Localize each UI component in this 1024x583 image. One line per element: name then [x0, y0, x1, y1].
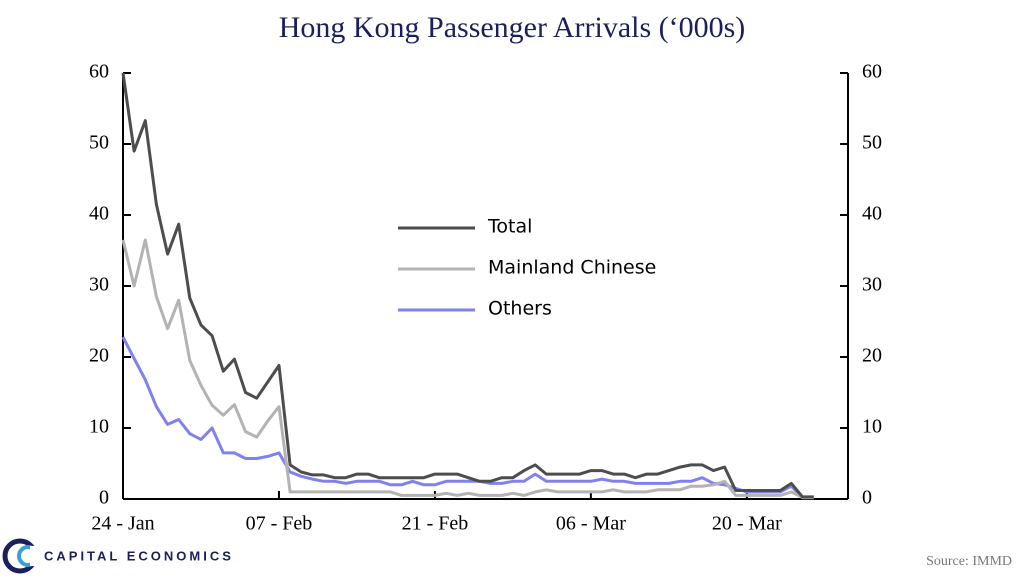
- y-tick-label: 50: [89, 132, 109, 154]
- y2-tick-label: 10: [862, 416, 882, 438]
- y2-tick-label: 40: [862, 203, 882, 225]
- y-tick-label: 10: [89, 416, 109, 438]
- y-tick-label: 40: [89, 203, 109, 225]
- x-tick-label: 07 - Feb: [246, 513, 313, 535]
- source: Source: IMMD: [926, 554, 1012, 569]
- legend-label: Others: [488, 298, 552, 320]
- logo-icon: [2, 538, 42, 574]
- y-tick-label: 20: [89, 345, 109, 367]
- x-tick-label: 06 - Mar: [556, 513, 626, 535]
- y2-tick-label: 20: [862, 345, 882, 367]
- y-tick-label: 0: [99, 487, 109, 509]
- y2-tick-label: 60: [862, 61, 882, 83]
- line-series: [121, 336, 814, 500]
- line-series: [121, 238, 814, 500]
- legend-label: Mainland Chinese: [488, 257, 656, 279]
- y2-tick-label: 0: [862, 487, 872, 509]
- legend-label: Total: [487, 216, 532, 238]
- chart-title: Hong Kong Passenger Arrivals (‘000s): [279, 11, 746, 44]
- x-tick-label: 21 - Feb: [402, 513, 469, 535]
- x-tick-label: 24 - Jan: [91, 513, 154, 535]
- logo-text: CAPITAL ECONOMICS: [44, 548, 234, 563]
- y-tick-label: 60: [89, 61, 109, 83]
- y2-tick-label: 30: [862, 274, 882, 296]
- x-tick-label: 20 - Mar: [712, 513, 782, 535]
- y-tick-label: 30: [89, 274, 109, 296]
- line-series: [121, 72, 814, 499]
- y2-tick-label: 50: [862, 132, 882, 154]
